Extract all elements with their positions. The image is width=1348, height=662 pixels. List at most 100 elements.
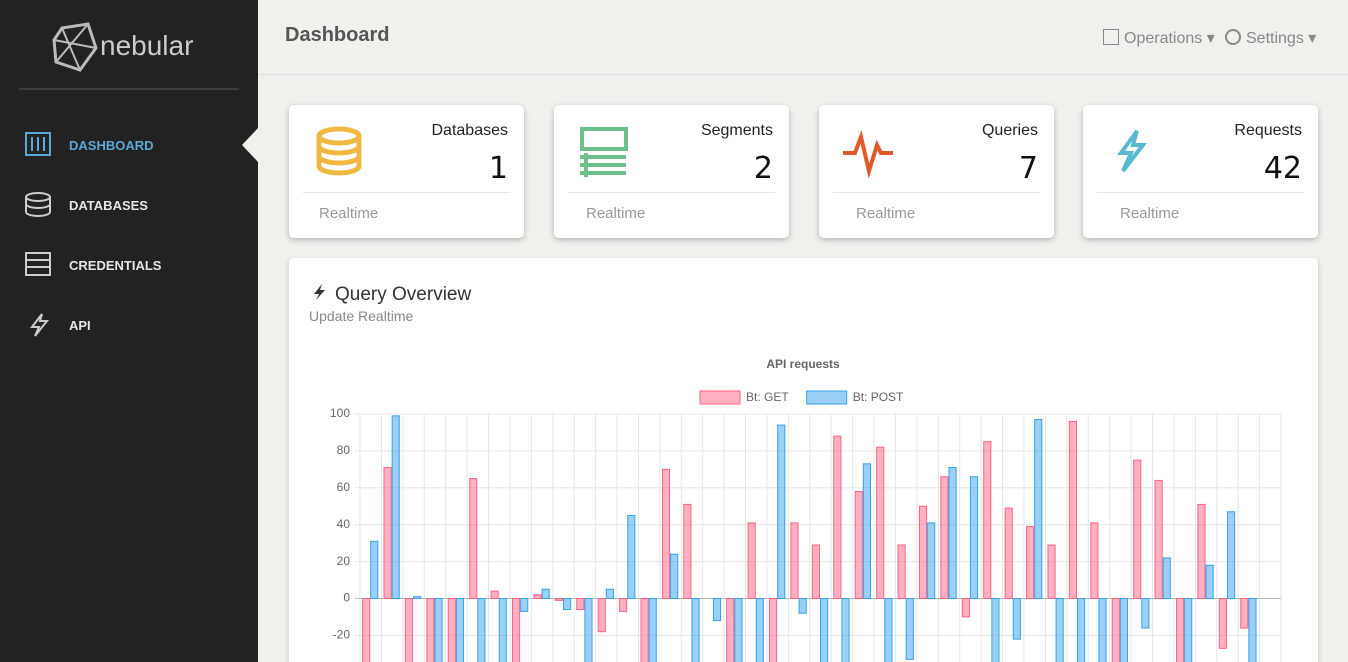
bar xyxy=(1055,598,1064,662)
bar xyxy=(905,598,914,660)
bar xyxy=(948,467,957,599)
bar xyxy=(1175,598,1185,662)
bar xyxy=(1240,598,1249,629)
bar xyxy=(833,435,842,600)
card-footer: Realtime xyxy=(1120,205,1180,222)
bar xyxy=(477,598,486,662)
menu-item[interactable]: DASHBOARD xyxy=(69,138,154,153)
bar xyxy=(413,596,422,600)
bar xyxy=(498,598,507,662)
bar xyxy=(769,598,778,662)
header: Dashboard Operations ▾ Settings ▾ xyxy=(258,0,1348,75)
y-tick-label: 60 xyxy=(337,480,351,494)
sidebar: nebular DASHBOARD DATABASES CREDENTIALS … xyxy=(0,0,258,662)
databases-icon-body xyxy=(25,197,51,217)
settings-menu[interactable]: Settings ▾ xyxy=(1225,28,1316,48)
bar xyxy=(755,598,764,662)
menu-item[interactable]: CREDENTIALS xyxy=(69,258,162,273)
bar xyxy=(969,476,979,600)
bar xyxy=(1068,420,1078,599)
logo-lines xyxy=(53,23,97,71)
bar xyxy=(648,598,657,662)
y-tick-label: 40 xyxy=(337,517,351,531)
dashboard-icon xyxy=(25,132,51,156)
bar xyxy=(619,598,628,612)
bar xyxy=(897,544,906,599)
stat-card: Databases 1 Realtime xyxy=(289,105,524,238)
credentials-icon xyxy=(25,252,51,276)
bar xyxy=(1184,598,1193,662)
bar xyxy=(533,594,542,599)
card-separator xyxy=(1097,192,1304,193)
bar xyxy=(683,503,692,599)
bar xyxy=(747,522,756,599)
brand: nebular xyxy=(100,30,194,61)
bar xyxy=(884,598,893,662)
bar xyxy=(798,598,807,614)
api-icon xyxy=(29,313,50,337)
panel-icon xyxy=(314,284,325,300)
bar xyxy=(862,463,871,599)
card-icon xyxy=(316,126,362,176)
panel-title: Query Overview xyxy=(335,284,472,305)
bar xyxy=(1004,507,1013,599)
bar xyxy=(1218,598,1227,649)
bar xyxy=(1047,544,1056,599)
bar xyxy=(1119,598,1128,662)
card-title: Databases xyxy=(431,122,509,139)
card-footer: Realtime xyxy=(586,205,646,222)
settings-label[interactable]: Settings xyxy=(1246,30,1304,47)
active-notch xyxy=(242,128,258,162)
chart-title: API requests xyxy=(766,357,840,371)
card-separator xyxy=(833,192,1040,193)
bar xyxy=(940,476,949,600)
bar xyxy=(391,415,400,599)
bar xyxy=(712,598,722,622)
bar xyxy=(841,598,850,662)
bar xyxy=(1012,598,1021,640)
sidebar-icons xyxy=(19,22,258,337)
bar xyxy=(426,598,435,662)
operations-label[interactable]: Operations xyxy=(1124,30,1203,47)
bar xyxy=(1034,419,1043,599)
bar xyxy=(1248,598,1257,662)
bar xyxy=(983,441,992,599)
page-title: Dashboard xyxy=(285,24,390,46)
bar xyxy=(490,590,499,599)
legend-swatch xyxy=(806,390,848,405)
panel-subtitle: Update Realtime xyxy=(309,308,414,324)
bar xyxy=(918,505,928,599)
bar xyxy=(1162,557,1171,599)
bar xyxy=(520,598,529,612)
card-value: 7 xyxy=(1018,151,1038,186)
bar xyxy=(691,598,700,662)
menu-item[interactable]: API xyxy=(69,318,91,333)
bar xyxy=(1205,564,1214,599)
bar xyxy=(927,522,936,599)
bar xyxy=(455,598,465,662)
bar xyxy=(1133,459,1142,599)
stat-card: Segments 2 Realtime xyxy=(554,105,789,238)
card-title: Segments xyxy=(700,122,773,139)
menu-item[interactable]: DATABASES xyxy=(69,198,148,213)
bar xyxy=(434,598,443,662)
legend-label: Bt: POST xyxy=(853,390,904,404)
bar xyxy=(777,424,786,599)
bar xyxy=(876,446,885,599)
card-separator xyxy=(303,192,510,193)
bar xyxy=(1141,598,1150,629)
bar xyxy=(991,598,1000,662)
y-tick-label: 100 xyxy=(330,406,350,420)
card-footer: Realtime xyxy=(856,205,916,222)
operations-menu[interactable]: Operations ▾ xyxy=(1103,28,1215,48)
bar xyxy=(1090,522,1099,599)
bar xyxy=(661,468,671,599)
bar xyxy=(640,598,649,662)
bar xyxy=(1098,598,1107,662)
card-value: 42 xyxy=(1263,151,1302,186)
bar xyxy=(811,544,820,599)
bar xyxy=(362,598,371,662)
bar xyxy=(1226,511,1236,599)
